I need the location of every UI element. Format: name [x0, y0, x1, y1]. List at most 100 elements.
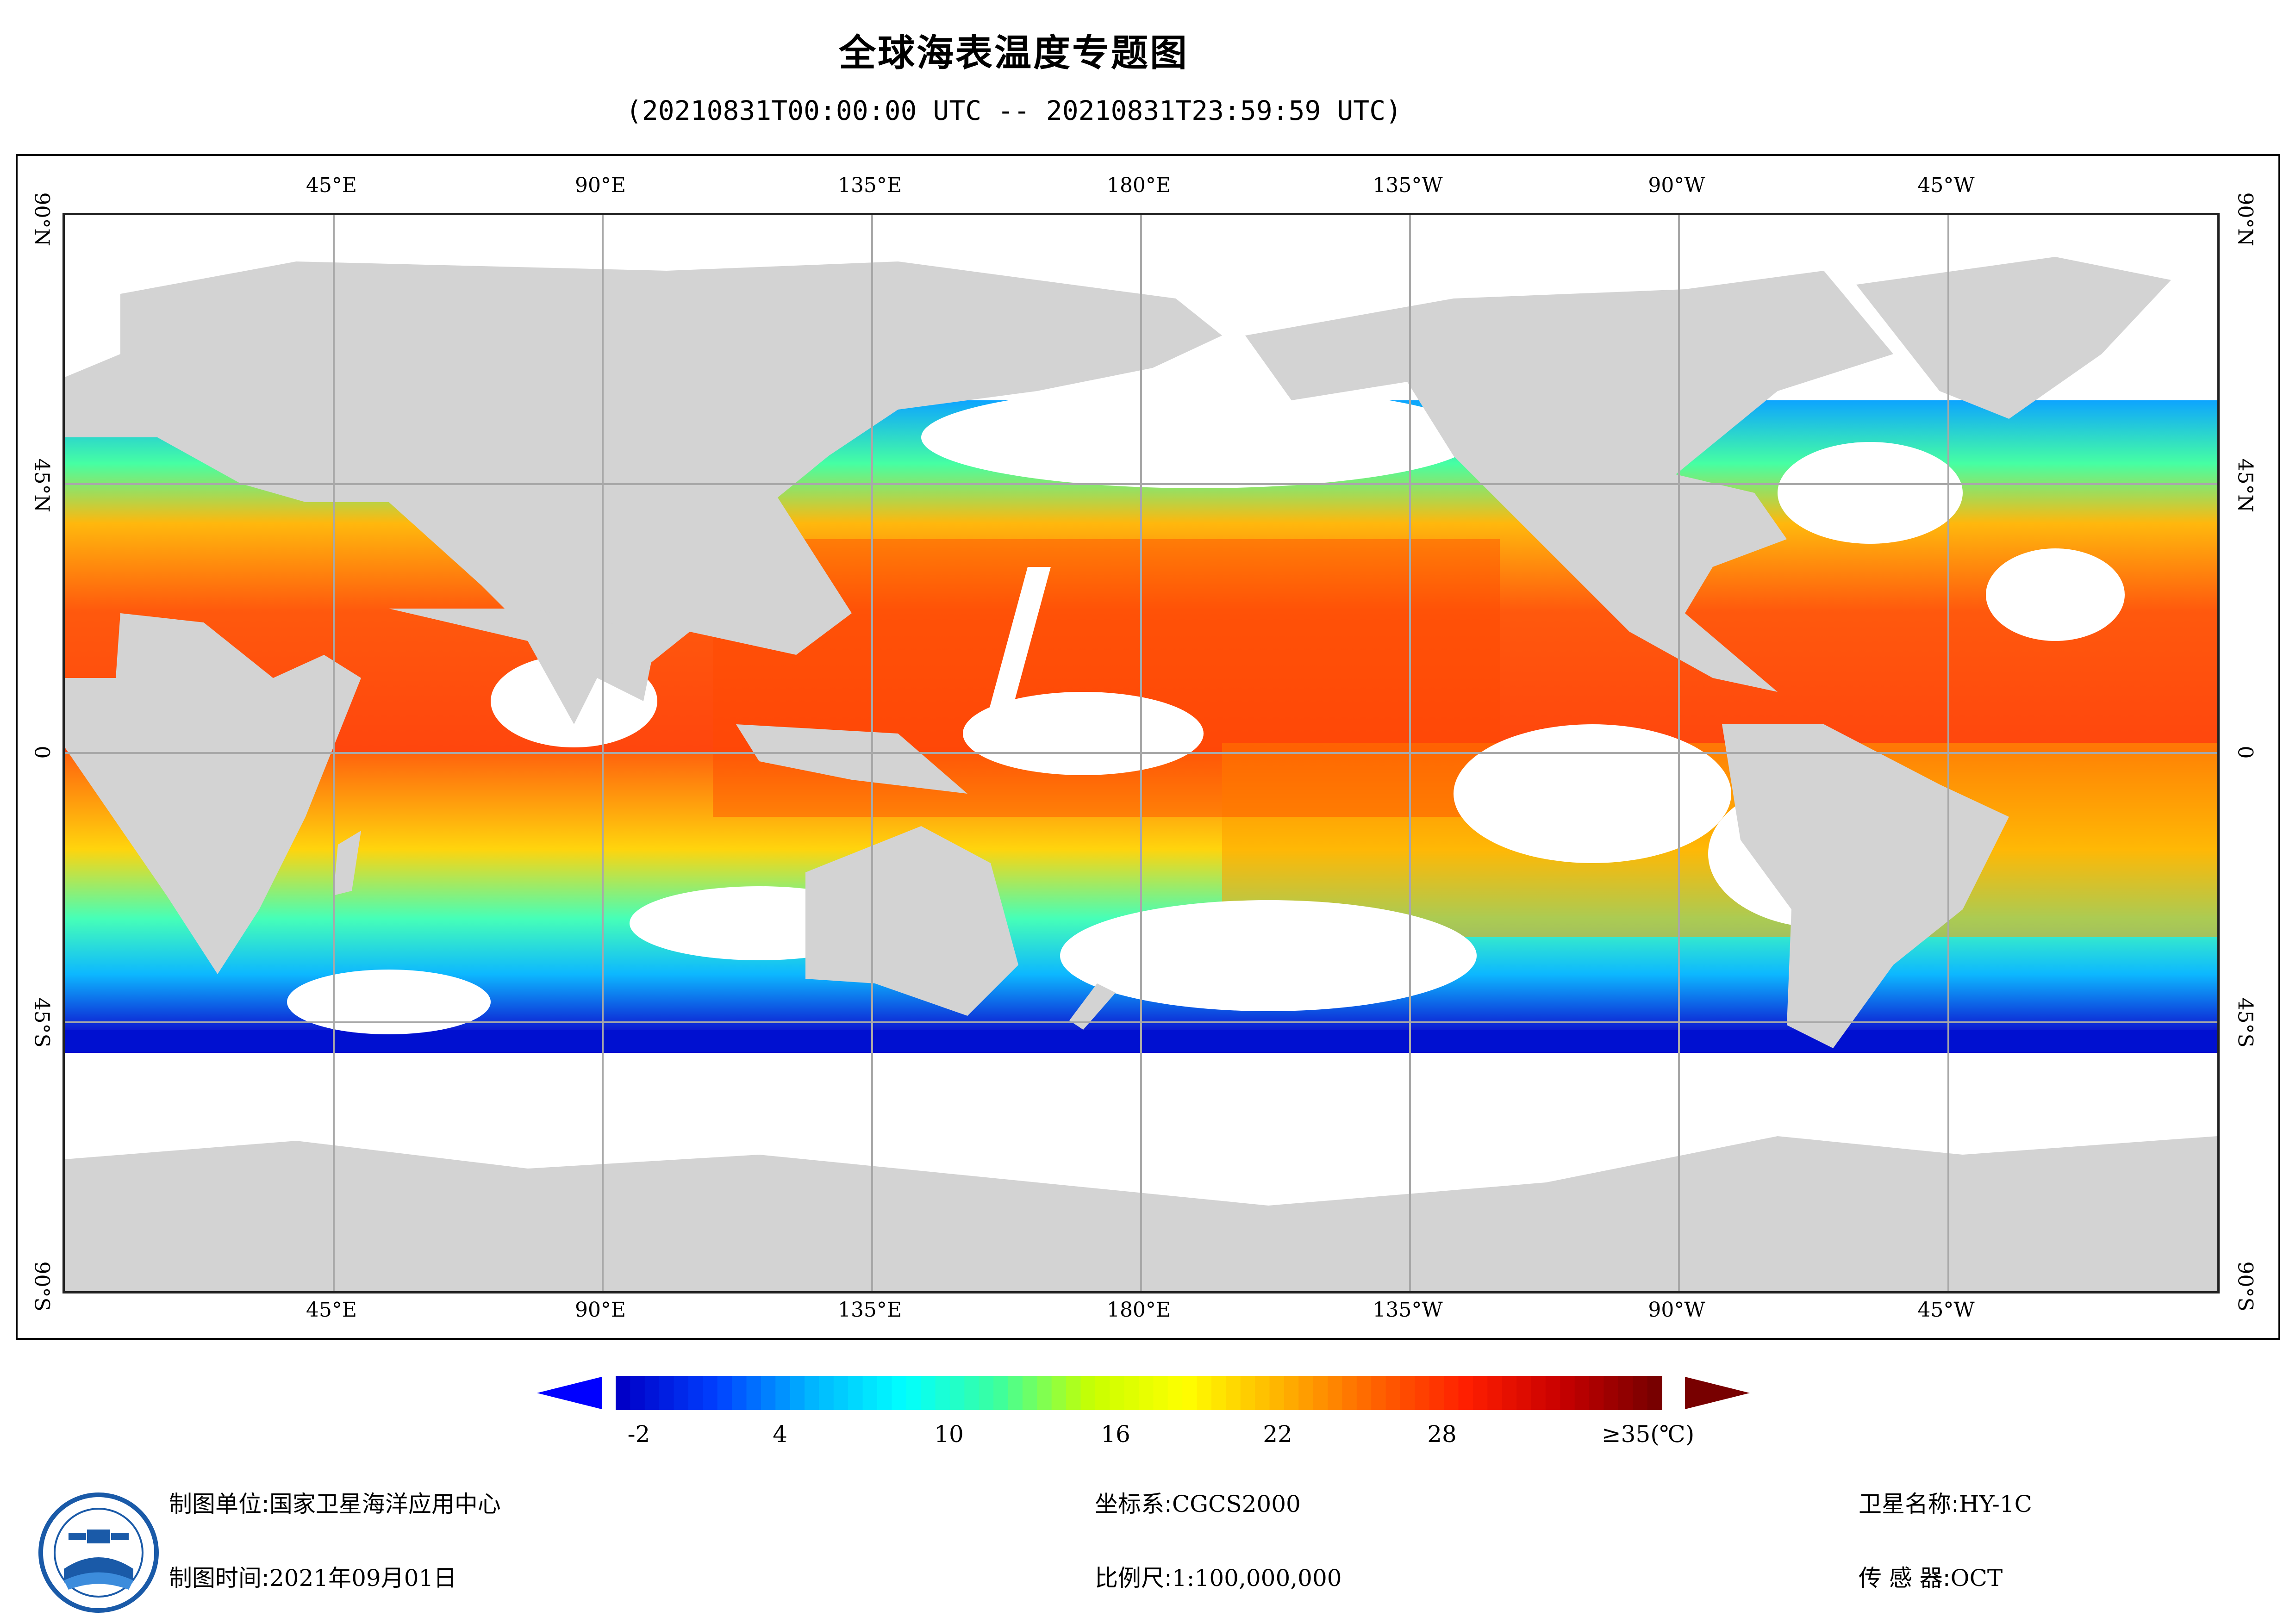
colorbar-cell	[979, 1376, 994, 1410]
lon-label-bottom-45w: 45°W	[1917, 1298, 1975, 1322]
date-value: 2021年09月01日	[269, 1565, 457, 1592]
colorbar-cell	[790, 1376, 805, 1410]
lat-label-left-45s: 45°S	[19, 998, 65, 1051]
legend-tick-label: 28	[1427, 1421, 1457, 1448]
colorbar-cell	[659, 1376, 674, 1410]
producer-value: 国家卫星海洋应用中心	[269, 1491, 501, 1517]
colorbar-cell	[1603, 1376, 1619, 1410]
colorbar-cell	[1269, 1376, 1285, 1410]
colorbar-cell	[1110, 1376, 1125, 1410]
colorbar-cell	[1589, 1376, 1604, 1410]
colorbar-cell	[1037, 1376, 1052, 1410]
colorbar-cell	[1328, 1376, 1343, 1410]
colorbar-cell	[1516, 1376, 1532, 1410]
colorbar-cell	[1472, 1376, 1488, 1410]
colorbar-cell	[1458, 1376, 1473, 1410]
colorbar-cell	[703, 1376, 718, 1410]
lon-label-bottom-90e: 90°E	[574, 1298, 626, 1322]
legend-tick-label: ≥35(℃)	[1601, 1421, 1695, 1448]
date-label: 制图时间:	[169, 1565, 269, 1592]
colorbar-cell	[921, 1376, 936, 1410]
lat-label-right-90s: 90°S	[2222, 1262, 2268, 1314]
lat-text: 0	[30, 746, 54, 759]
over-range-arrow	[1685, 1377, 1750, 1409]
lon-label-top-135e: 135°E	[837, 174, 902, 197]
colorbar-cell	[1531, 1376, 1546, 1410]
lon-label-top-90e: 90°E	[574, 174, 626, 197]
colorbar-cell	[1429, 1376, 1444, 1410]
colorbar-cell	[1080, 1376, 1096, 1410]
nsoas-logo	[38, 1492, 159, 1613]
lat-text: 45°S	[2233, 997, 2257, 1048]
color-legend	[537, 1368, 1750, 1442]
production-date: 制图时间:2021年09月01日	[169, 1560, 456, 1593]
colorbar-cell	[1342, 1376, 1357, 1410]
lat-text: 0	[2233, 746, 2257, 759]
colorbar-cell	[964, 1376, 980, 1410]
colorbar-cell	[1008, 1376, 1023, 1410]
colorbar-cell	[1502, 1376, 1517, 1410]
lon-label-top-135w: 135°W	[1373, 174, 1443, 197]
colorbar-cell	[1371, 1376, 1386, 1410]
satellite-value: HY-1C	[1959, 1491, 2032, 1517]
colorbar-cell	[761, 1376, 776, 1410]
legend-tick-label: -2	[627, 1421, 650, 1448]
lon-label-bottom-135w: 135°W	[1373, 1298, 1443, 1322]
under-range-arrow	[537, 1377, 602, 1409]
legend-tick-label: 16	[1101, 1421, 1130, 1448]
legend-tick-label: 4	[773, 1421, 787, 1448]
colorbar-cell	[1211, 1376, 1227, 1410]
colorbar-cell	[674, 1376, 689, 1410]
colorbar-cell	[935, 1376, 950, 1410]
colorbar-cell	[1356, 1376, 1372, 1410]
colorbar-cells	[616, 1376, 1662, 1410]
legend-tick-label: 22	[1263, 1421, 1292, 1448]
colorbar-cell	[746, 1376, 761, 1410]
lat-label-left-45n: 45°N	[19, 459, 65, 513]
colorbar-cell	[1167, 1376, 1183, 1410]
colorbar-cell	[1415, 1376, 1430, 1410]
lat-text: 45°N	[2233, 458, 2257, 513]
scale-label: 比例尺:	[1095, 1565, 1172, 1592]
lat-text: 90°S	[30, 1261, 54, 1312]
producer-label: 制图单位:	[169, 1491, 269, 1517]
sensor-value: OCT	[1950, 1565, 2003, 1592]
sst-map[interactable]	[62, 213, 2220, 1293]
colorbar-cell	[1618, 1376, 1634, 1410]
lat-text: 45°N	[30, 458, 54, 513]
colorbar-cell	[1124, 1376, 1139, 1410]
lat-label-right-0: 0	[2222, 740, 2268, 782]
colorbar-cell	[616, 1376, 631, 1410]
satellite-label: 卫星名称:	[1859, 1491, 1959, 1517]
lon-label-bottom-45e: 45°E	[306, 1298, 357, 1322]
colorbar-cell	[1226, 1376, 1241, 1410]
colorbar	[537, 1376, 1750, 1410]
scale-value: 1:100,000,000	[1172, 1565, 1342, 1592]
coordinate-system: 坐标系:CGCS2000	[1095, 1486, 1301, 1519]
colorbar-cell	[1400, 1376, 1416, 1410]
colorbar-cell	[892, 1376, 907, 1410]
lat-text: 45°S	[30, 997, 54, 1048]
colorbar-cell	[1545, 1376, 1561, 1410]
legend-tick-label: 10	[934, 1421, 964, 1448]
lat-label-right-90n: 90°N	[2222, 193, 2268, 247]
colorbar-cell	[630, 1376, 645, 1410]
colorbar-cell	[877, 1376, 892, 1410]
colorbar-cell	[1647, 1376, 1662, 1410]
lon-label-top-180e: 180°E	[1106, 174, 1171, 197]
map-canvas	[65, 215, 2217, 1291]
colorbar-cell	[732, 1376, 747, 1410]
lon-label-bottom-180e: 180°E	[1106, 1298, 1171, 1322]
colorbar-cell	[644, 1376, 660, 1410]
colorbar-cell	[848, 1376, 863, 1410]
colorbar-cell	[805, 1376, 820, 1410]
colorbar-cell	[1051, 1376, 1067, 1410]
colorbar-cell	[819, 1376, 834, 1410]
colorbar-cell	[1487, 1376, 1503, 1410]
map-scale: 比例尺:1:100,000,000	[1095, 1560, 1342, 1593]
graticule	[65, 215, 2217, 1291]
lat-text: 90°S	[2233, 1261, 2257, 1312]
colorbar-cell	[1066, 1376, 1081, 1410]
crs-value: CGCS2000	[1172, 1491, 1301, 1517]
colorbar-cell	[1022, 1376, 1038, 1410]
